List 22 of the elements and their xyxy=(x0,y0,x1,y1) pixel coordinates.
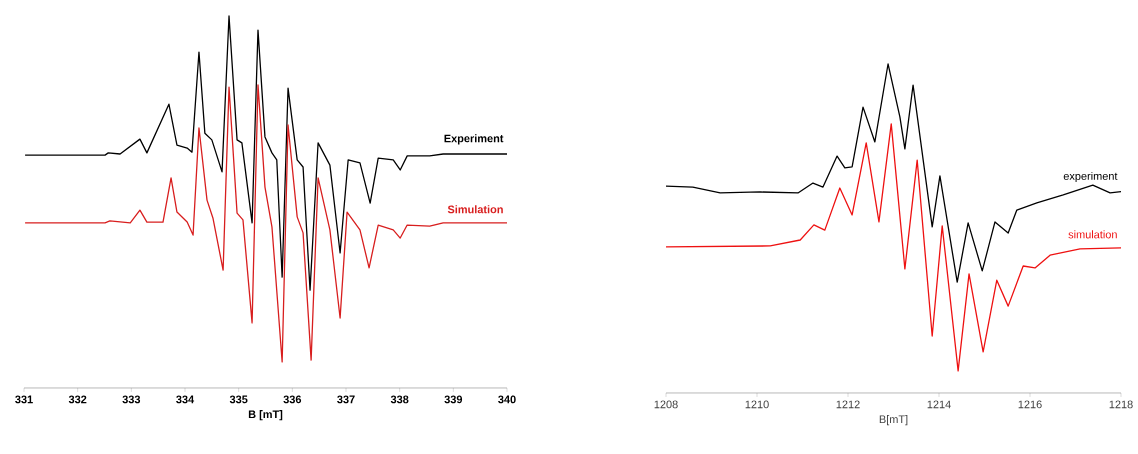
x-tick-label: 336 xyxy=(283,395,302,404)
x-tick-label: 1210 xyxy=(745,400,769,409)
x-tick-label: 338 xyxy=(390,395,409,404)
x-tick-label: 340 xyxy=(498,395,516,404)
x-axis-title: B[mT] xyxy=(879,415,908,426)
x-tick-label: 337 xyxy=(337,395,355,404)
x-tick-label: 331 xyxy=(15,395,33,404)
x-tick-label: 1218 xyxy=(1109,400,1133,409)
series-label: Simulation xyxy=(447,205,503,214)
x-tick-label: 335 xyxy=(229,395,248,404)
x-tick-label: 339 xyxy=(444,395,463,404)
x-tick-label: 1212 xyxy=(836,400,860,409)
x-tick-label: 334 xyxy=(176,395,195,404)
x-tick-label: 1208 xyxy=(654,400,678,409)
series-label: Experiment xyxy=(444,134,504,145)
series-label: experiment xyxy=(1063,171,1118,183)
x-tick-label: 332 xyxy=(68,395,87,404)
series-label: simulation xyxy=(1068,230,1117,239)
x-tick-label: 333 xyxy=(122,395,141,404)
x-tick-label: 1216 xyxy=(1018,400,1042,409)
x-tick-label: 1214 xyxy=(927,400,951,409)
x-axis-title: B [mT] xyxy=(248,410,283,421)
